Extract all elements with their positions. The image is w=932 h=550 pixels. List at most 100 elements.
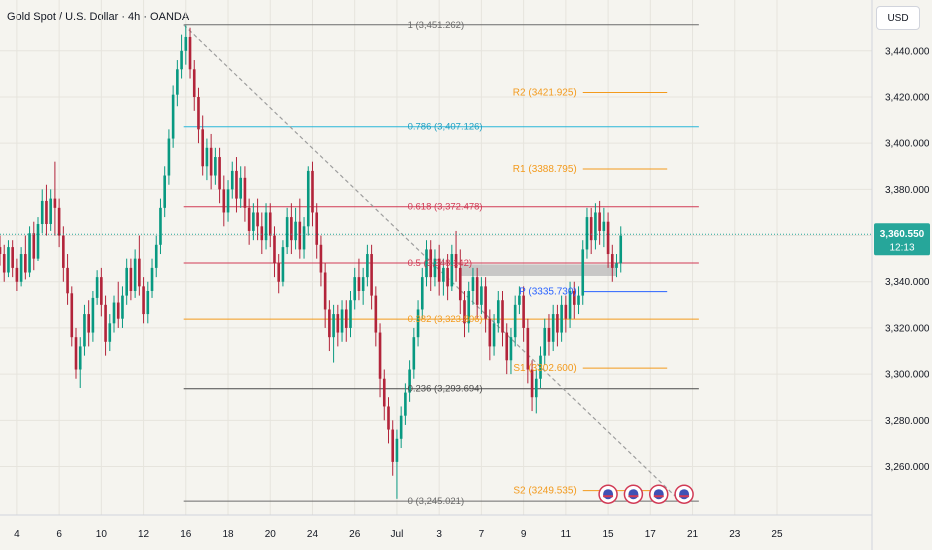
candle-body — [298, 221, 302, 250]
fib-level-label: 0.5 (3,348.142) — [408, 258, 472, 269]
candle-body — [420, 277, 424, 310]
time-axis[interactable]: 4 6 10 12 16 18 20 24 26 Jul 3 7 9 11 15 17 21 23 25 — [14, 529, 783, 540]
candle-body — [167, 138, 171, 176]
candle-body — [522, 295, 525, 328]
candle-body — [408, 369, 411, 393]
candle-body — [11, 247, 14, 268]
candle-body — [370, 254, 373, 296]
candle-body — [315, 212, 319, 245]
pivot-level-label: P (3335.730) — [519, 287, 577, 298]
candle-body — [454, 254, 458, 268]
pivot-level-label: S1 (3302.600) — [513, 363, 576, 374]
fib-level-label: 0.382 (3,323.806) — [408, 314, 483, 325]
candle-body — [610, 254, 614, 268]
x-tick-label: 11 — [561, 529, 572, 540]
candle-body — [353, 277, 357, 301]
candle-body — [458, 267, 462, 301]
candle-body — [433, 258, 437, 278]
candle-body — [526, 327, 530, 370]
candle-body — [594, 212, 597, 241]
y-tick-label: 3,440.000 — [885, 46, 930, 57]
last-price-tag: 3,360.550 12:13 — [874, 223, 930, 256]
x-tick-label: 9 — [521, 529, 527, 540]
candle-body — [505, 332, 509, 361]
candle-body — [45, 200, 48, 225]
candle-body — [28, 233, 31, 273]
candle-body — [146, 290, 150, 315]
candle-body — [243, 177, 247, 208]
price-tag-value: 3,360.550 — [880, 229, 925, 240]
candle-body — [125, 267, 128, 296]
candle-body — [581, 249, 585, 296]
candle-body — [163, 175, 166, 208]
candle-body — [184, 36, 188, 51]
x-tick-label: 6 — [56, 529, 62, 540]
us-flag-icon-stripe — [628, 495, 639, 498]
y-tick-label: 3,420.000 — [885, 92, 930, 103]
candle-body — [306, 170, 310, 227]
candle-body — [378, 332, 382, 379]
candle-body — [319, 244, 323, 273]
us-flag-icon-inner — [679, 489, 690, 500]
candle-body — [589, 217, 593, 241]
candle-body — [602, 221, 606, 231]
candle-body — [556, 314, 559, 333]
x-tick-label: 12 — [138, 529, 150, 540]
pivot-level-label: S2 (3249.535) — [513, 486, 576, 497]
candle-body — [252, 212, 255, 231]
fib-level-label: 0.236 (3,293.694) — [408, 384, 483, 395]
candle-body — [488, 318, 492, 347]
candle-body — [108, 323, 112, 342]
candle-body — [568, 290, 572, 319]
candle-body — [416, 309, 420, 338]
candle-body — [328, 309, 331, 338]
candle-body — [513, 304, 517, 338]
candle-body — [214, 157, 217, 176]
x-tick-label: 17 — [645, 529, 657, 540]
fib-level-label: 1 (3,451.262) — [408, 20, 465, 31]
candle-body — [159, 207, 162, 245]
candle-body — [138, 258, 141, 287]
y-tick-label: 3,340.000 — [885, 277, 930, 288]
candle-body — [391, 429, 395, 462]
y-tick-label: 3,400.000 — [885, 139, 930, 150]
candle-body — [281, 247, 285, 282]
candle-body — [91, 297, 95, 333]
candle-body — [62, 235, 65, 268]
candle-body — [543, 327, 547, 356]
candle-body — [551, 314, 555, 342]
candle-body — [83, 314, 86, 347]
currency-button[interactable]: USD — [876, 6, 920, 30]
grid — [0, 0, 873, 550]
x-tick-label: 21 — [687, 529, 699, 540]
support-zone — [460, 264, 617, 276]
fib-level-label: 0 (3,245.021) — [408, 496, 465, 507]
candle-body — [205, 147, 209, 167]
candle-body — [171, 94, 175, 139]
candle-body — [7, 247, 10, 273]
candle-body — [247, 207, 251, 231]
candle-body — [40, 200, 44, 225]
candle-body — [87, 314, 90, 333]
price-axis[interactable]: 3,260.000 3,280.000 3,300.000 3,320.000 3,34… — [885, 46, 930, 473]
candle-body — [323, 272, 327, 310]
candle-body — [585, 217, 589, 250]
candle-body — [437, 258, 441, 282]
candle-body — [572, 290, 576, 305]
candle-body — [129, 267, 133, 291]
x-tick-label: 23 — [729, 529, 741, 540]
y-tick-label: 3,260.000 — [885, 462, 930, 473]
support-zone-box — [460, 264, 617, 276]
level-labels: 1 (3,451.262) 0.786 (3,407.126) 0.618 (3,3… — [408, 20, 577, 507]
candle-body — [530, 369, 534, 398]
candle-body — [404, 392, 407, 416]
candle-body — [49, 198, 52, 225]
candle-body — [142, 286, 145, 315]
candle-body — [150, 267, 154, 291]
candle-body — [235, 170, 238, 199]
candle-body — [24, 254, 27, 273]
candle-body — [387, 406, 390, 430]
candle-body — [619, 235, 623, 264]
x-tick-label: 7 — [479, 529, 485, 540]
x-tick-label: 16 — [180, 529, 192, 540]
